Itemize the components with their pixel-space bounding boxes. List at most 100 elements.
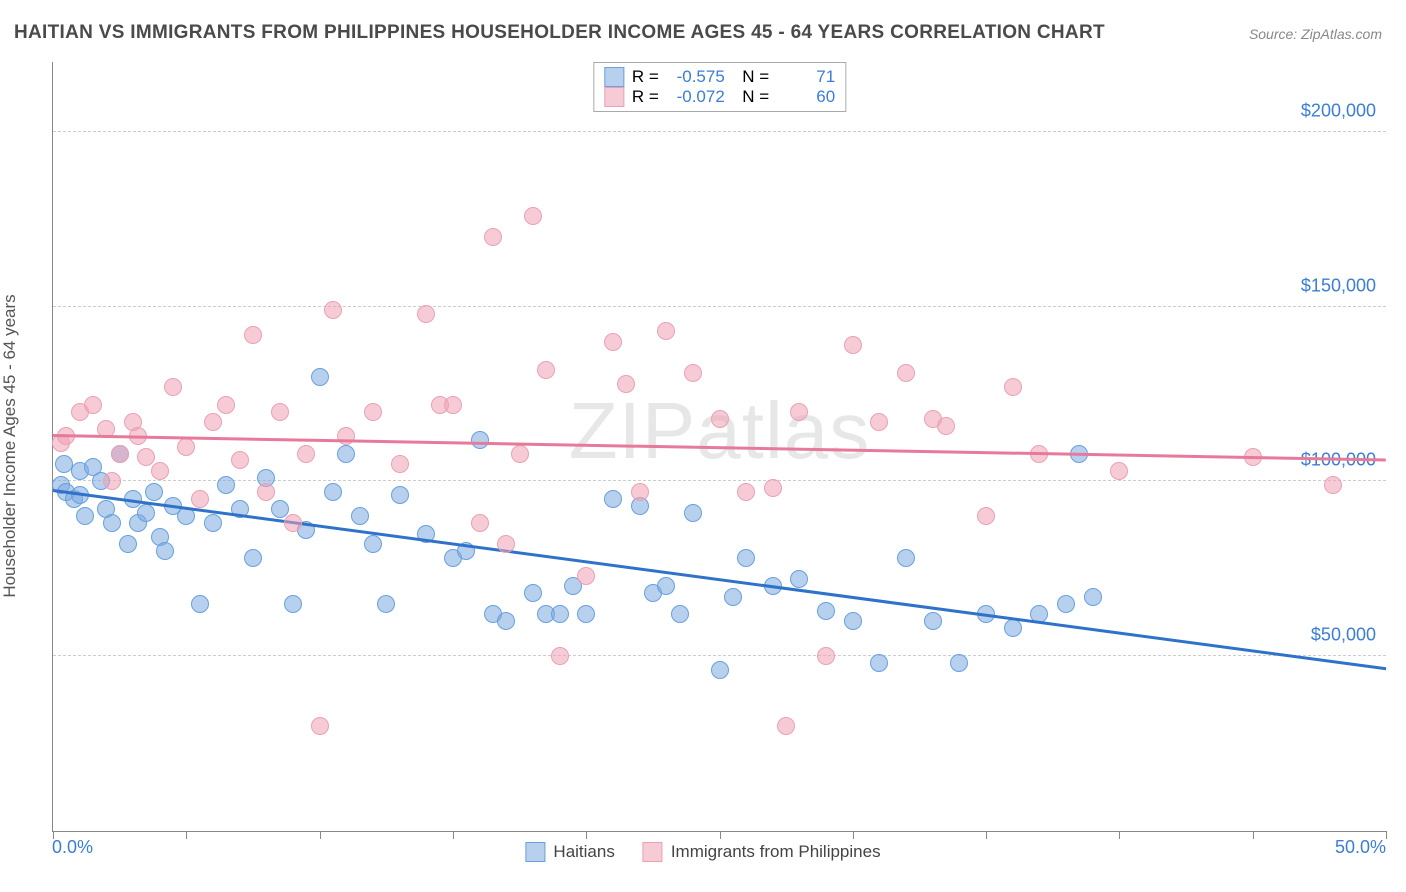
data-point <box>103 514 121 532</box>
data-point <box>711 661 729 679</box>
data-point <box>1084 588 1102 606</box>
data-point <box>551 647 569 665</box>
data-point <box>511 445 529 463</box>
chart-plot-area: ZIPatlas R =-0.575 N =71R =-0.072 N =60 … <box>52 62 1386 832</box>
series-legend: Haitians Immigrants from Philippines <box>525 842 880 862</box>
data-point <box>257 483 275 501</box>
legend-series-name: Haitians <box>553 842 614 862</box>
data-point <box>817 602 835 620</box>
legend-n-label: N = <box>733 87 769 107</box>
x-axis-max-label: 50.0% <box>1335 837 1386 858</box>
data-point <box>217 476 235 494</box>
data-point <box>1057 595 1075 613</box>
legend-item: Immigrants from Philippines <box>643 842 881 862</box>
data-point <box>217 396 235 414</box>
data-point <box>76 507 94 525</box>
data-point <box>364 535 382 553</box>
data-point <box>497 535 515 553</box>
chart-title: HAITIAN VS IMMIGRANTS FROM PHILIPPINES H… <box>14 22 1105 44</box>
data-point <box>111 445 129 463</box>
data-point <box>870 654 888 672</box>
y-tick-label: $50,000 <box>1311 625 1376 646</box>
data-point <box>844 612 862 630</box>
legend-swatch <box>604 87 624 107</box>
data-point <box>671 605 689 623</box>
data-point <box>684 364 702 382</box>
data-point <box>377 595 395 613</box>
data-point <box>297 445 315 463</box>
data-point <box>417 305 435 323</box>
data-point <box>724 588 742 606</box>
data-point <box>1004 619 1022 637</box>
data-point <box>391 486 409 504</box>
data-point <box>471 514 489 532</box>
x-tick <box>720 831 721 839</box>
data-point <box>657 322 675 340</box>
data-point <box>924 612 942 630</box>
x-tick <box>320 831 321 839</box>
gridline <box>53 655 1386 656</box>
data-point <box>484 228 502 246</box>
data-point <box>244 549 262 567</box>
data-point <box>604 333 622 351</box>
correlation-legend: R = -0.575 N = 71R = -0.072 N = 60 <box>593 62 846 112</box>
trend-line <box>53 489 1386 670</box>
data-point <box>817 647 835 665</box>
data-point <box>177 438 195 456</box>
data-point <box>1004 378 1022 396</box>
data-point <box>617 375 635 393</box>
x-axis-min-label: 0.0% <box>52 837 93 858</box>
data-point <box>790 570 808 588</box>
legend-r-value: -0.072 <box>667 87 725 107</box>
data-point <box>284 595 302 613</box>
legend-row: R = -0.072 N = 60 <box>604 87 835 107</box>
data-point <box>324 483 342 501</box>
data-point <box>119 535 137 553</box>
data-point <box>764 479 782 497</box>
data-point <box>737 549 755 567</box>
data-point <box>870 413 888 431</box>
legend-row: R =-0.575 N =71 <box>604 67 835 87</box>
data-point <box>844 336 862 354</box>
data-point <box>684 504 702 522</box>
legend-n-value: 60 <box>777 87 835 107</box>
legend-r-label: R = <box>632 67 659 87</box>
legend-item: Haitians <box>525 842 614 862</box>
data-point <box>444 396 462 414</box>
data-point <box>950 654 968 672</box>
data-point <box>737 483 755 501</box>
legend-series-name: Immigrants from Philippines <box>671 842 881 862</box>
legend-r-value: -0.575 <box>667 67 725 87</box>
legend-r-label: R = <box>632 87 659 107</box>
data-point <box>551 605 569 623</box>
y-tick-label: $200,000 <box>1301 100 1376 121</box>
data-point <box>897 364 915 382</box>
data-point <box>271 500 289 518</box>
data-point <box>577 605 595 623</box>
source-attribution: Source: ZipAtlas.com <box>1249 26 1382 42</box>
data-point <box>497 612 515 630</box>
data-point <box>324 301 342 319</box>
data-point <box>1324 476 1342 494</box>
data-point <box>204 413 222 431</box>
data-point <box>156 542 174 560</box>
data-point <box>151 462 169 480</box>
data-point <box>204 514 222 532</box>
data-point <box>897 549 915 567</box>
data-point <box>537 361 555 379</box>
data-point <box>337 445 355 463</box>
data-point <box>351 507 369 525</box>
x-tick <box>453 831 454 839</box>
data-point <box>777 717 795 735</box>
data-point <box>84 396 102 414</box>
data-point <box>577 567 595 585</box>
data-point <box>524 584 542 602</box>
data-point <box>937 417 955 435</box>
data-point <box>471 431 489 449</box>
data-point <box>711 410 729 428</box>
data-point <box>311 368 329 386</box>
data-point <box>231 451 249 469</box>
legend-n-value: 71 <box>777 67 835 87</box>
trend-line <box>53 434 1386 461</box>
x-tick <box>186 831 187 839</box>
